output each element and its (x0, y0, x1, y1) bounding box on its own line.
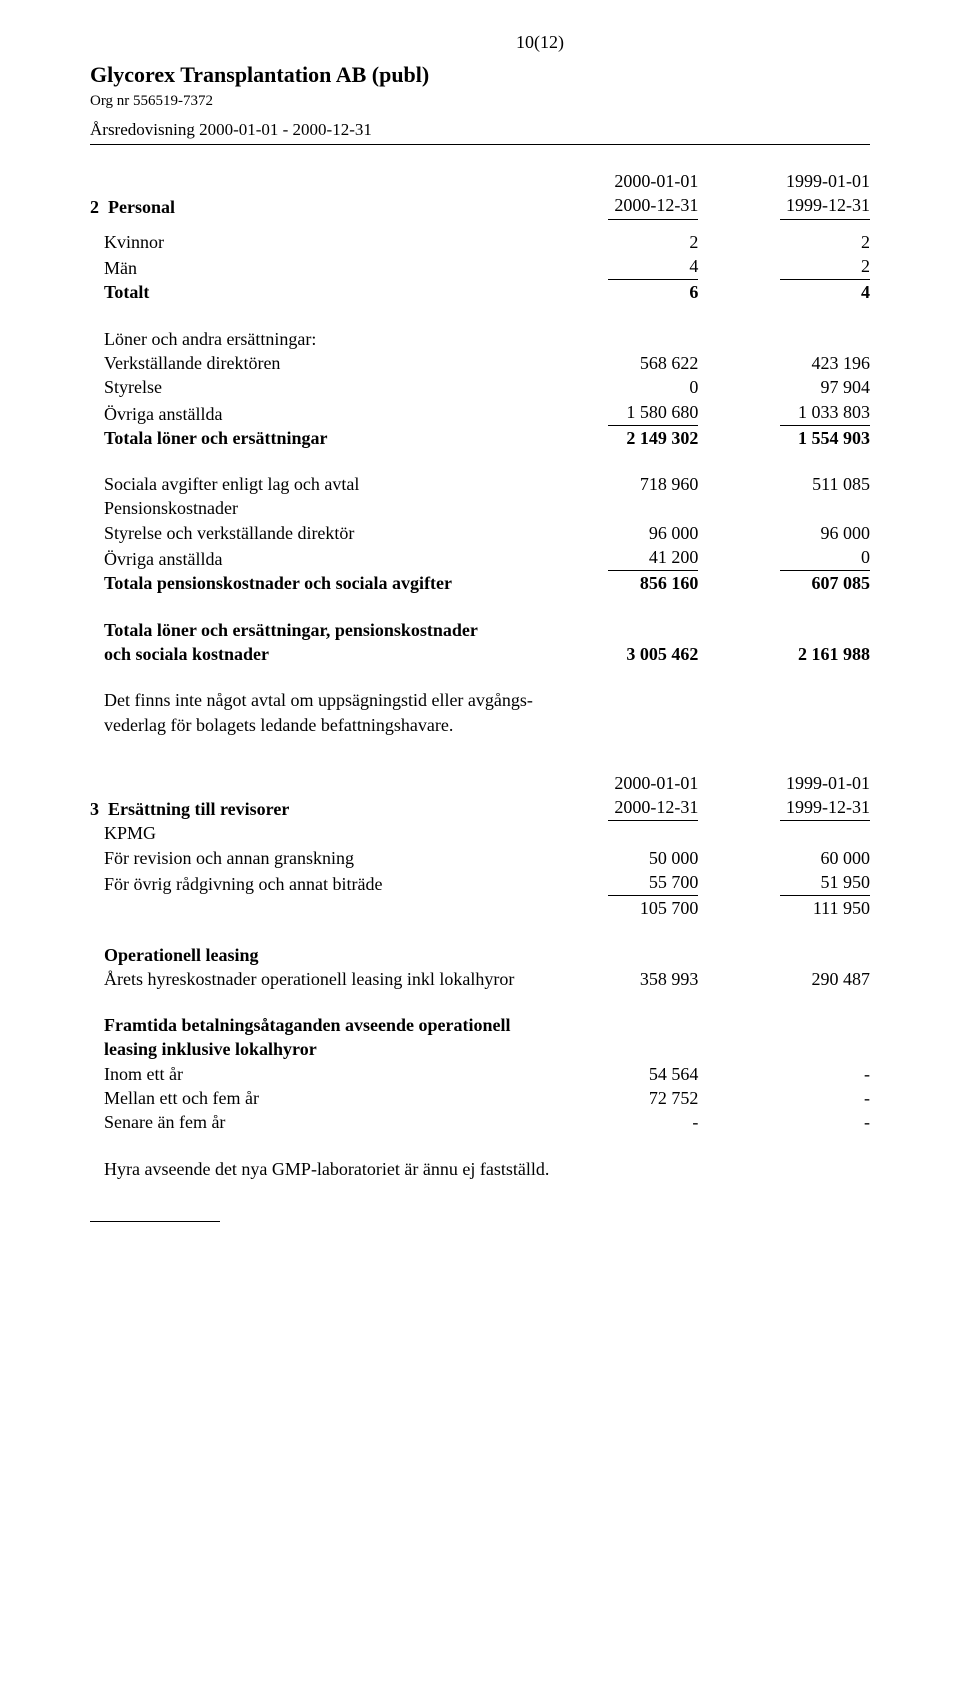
totala-block-l1: Totala löner och ersättningar, pensionsk… (90, 618, 527, 642)
row-man-label: Män (90, 254, 527, 280)
framtida-h2: leasing inklusive lokalhyror (90, 1037, 527, 1061)
row-ovrigrad-v1: 55 700 (608, 870, 698, 896)
page-number: 10(12) (210, 30, 870, 54)
row-mellan-v1: 72 752 (527, 1086, 699, 1110)
row-mellan-v2: - (698, 1086, 870, 1110)
totala-block-v1: 3 005 462 (527, 642, 699, 666)
row-opleasing-v1: 358 993 (527, 967, 699, 991)
row-styrvd-label: Styrelse och verkställande direktör (90, 521, 527, 545)
row-ovriga2-label: Övriga anställda (90, 545, 527, 571)
pension-heading: Pensionskostnader (90, 496, 527, 520)
row-revision-v2: 60 000 (698, 846, 870, 870)
row-totloner-v2: 1 554 903 (698, 426, 870, 450)
totala-block-v2: 2 161 988 (698, 642, 870, 666)
row-ovriga2-v2: 0 (780, 545, 870, 571)
period-prev-end: 1999-12-31 (780, 193, 870, 219)
note3-title: Ersättning till revisorer (108, 799, 289, 819)
row-senare-v2: - (698, 1110, 870, 1134)
framtida-h1: Framtida betalningsåtaganden avseende op… (90, 1013, 527, 1037)
row-totloner-label: Totala löner och ersättningar (90, 426, 527, 450)
row-ovriga2-v1: 41 200 (608, 545, 698, 571)
row-vd-v2: 423 196 (698, 351, 870, 375)
row-sum3-v1: 105 700 (527, 896, 699, 920)
row-totloner-v1: 2 149 302 (527, 426, 699, 450)
row-kvinnor-v1: 2 (527, 230, 699, 254)
note3-table: 2000-01-01 1999-01-01 3 Ersättning till … (90, 771, 870, 1135)
row-socavg-v2: 511 085 (698, 472, 870, 496)
report-period: Årsredovisning 2000-01-01 - 2000-12-31 (90, 119, 870, 142)
row-styrelse-v2: 97 904 (698, 375, 870, 399)
row-kvinnor-label: Kvinnor (90, 230, 527, 254)
row-ovriga-v1: 1 580 680 (608, 400, 698, 426)
note2-num: 2 (90, 197, 99, 217)
row-opleasing-label: Årets hyreskostnader operationell leasin… (90, 967, 527, 991)
footer-rule (90, 1221, 220, 1222)
note2-footnote-l2: vederlag för bolagets ledande befattning… (104, 715, 453, 735)
row-socavg-v1: 718 960 (527, 472, 699, 496)
row-man-v2: 2 (780, 254, 870, 280)
loner-heading: Löner och andra ersättningar: (90, 327, 527, 351)
period-curr-end-3: 2000-12-31 (608, 795, 698, 821)
row-styrelse-label: Styrelse (90, 375, 527, 399)
row-vd-label: Verkställande direktören (90, 351, 527, 375)
row-totalt-v2: 4 (698, 280, 870, 304)
period-prev-start-3: 1999-01-01 (698, 771, 870, 795)
kpmg-label: KPMG (90, 821, 527, 845)
note2-footnote: Det finns inte något avtal om uppsägning… (90, 688, 870, 737)
opleasing-heading: Operationell leasing (90, 943, 527, 967)
note2-footnote-l1: Det finns inte något avtal om uppsägning… (104, 690, 533, 710)
row-totpension-v2: 607 085 (698, 571, 870, 595)
row-sum3-v2: 111 950 (698, 896, 870, 920)
row-ovrigrad-label: För övrig rådgivning och annat biträde (90, 870, 527, 896)
period-prev-start: 1999-01-01 (698, 169, 870, 193)
row-ovriga-v2: 1 033 803 (780, 400, 870, 426)
org-number: Org nr 556519-7372 (90, 91, 870, 111)
header-rule (90, 144, 870, 145)
row-vd-v1: 568 622 (527, 351, 699, 375)
note3-closing: Hyra avseende det nya GMP-laboratoriet ä… (90, 1157, 870, 1181)
row-kvinnor-v2: 2 (698, 230, 870, 254)
row-inom-v1: 54 564 (527, 1062, 699, 1086)
row-totpension-v1: 856 160 (527, 571, 699, 595)
row-ovriga-label: Övriga anställda (90, 400, 527, 426)
row-revision-label: För revision och annan granskning (90, 846, 527, 870)
period-curr-start-3: 2000-01-01 (527, 771, 699, 795)
row-mellan-label: Mellan ett och fem år (90, 1086, 527, 1110)
row-styrvd-v2: 96 000 (698, 521, 870, 545)
period-curr-start: 2000-01-01 (527, 169, 699, 193)
row-totpension-label: Totala pensionskostnader och sociala avg… (90, 571, 527, 595)
note2-title: Personal (108, 197, 175, 217)
note3-num: 3 (90, 799, 99, 819)
row-styrvd-v1: 96 000 (527, 521, 699, 545)
row-inom-label: Inom ett år (90, 1062, 527, 1086)
row-senare-v1: - (527, 1110, 699, 1134)
row-styrelse-v1: 0 (527, 375, 699, 399)
row-inom-v2: - (698, 1062, 870, 1086)
row-opleasing-v2: 290 487 (698, 967, 870, 991)
period-prev-end-3: 1999-12-31 (780, 795, 870, 821)
row-senare-label: Senare än fem år (90, 1110, 527, 1134)
company-name: Glycorex Transplantation AB (publ) (90, 60, 870, 90)
note2-table: 2000-01-01 1999-01-01 2 Personal 2000-12… (90, 169, 870, 666)
totala-block-l2: och sociala kostnader (90, 642, 527, 666)
period-curr-end: 2000-12-31 (608, 193, 698, 219)
row-totalt-v1: 6 (527, 280, 699, 304)
row-man-v1: 4 (608, 254, 698, 280)
row-revision-v1: 50 000 (527, 846, 699, 870)
row-totalt-label: Totalt (90, 280, 527, 304)
row-socavg-label: Sociala avgifter enligt lag och avtal (90, 472, 527, 496)
row-ovrigrad-v2: 51 950 (780, 870, 870, 896)
